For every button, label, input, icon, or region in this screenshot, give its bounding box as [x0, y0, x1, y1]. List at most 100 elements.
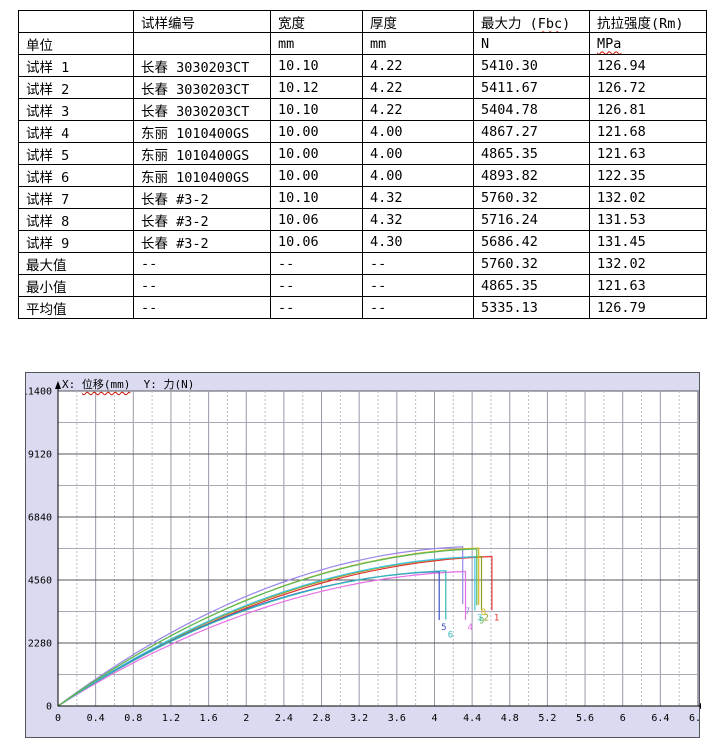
- curve-label-7: 7: [465, 607, 470, 617]
- row-label: 最大值: [18, 252, 134, 275]
- table-row: 试样 8 长春 #3-2 10.06 4.32 5716.24 131.53: [18, 208, 707, 231]
- table-row: 平均值 -- -- -- 5335.13 126.79: [18, 296, 707, 319]
- row-label: 试样 5: [18, 142, 134, 165]
- x-tick-label: 0.8: [124, 713, 142, 724]
- table-cell: 10.06: [270, 230, 363, 253]
- table-row: 试样 2 长春 3030203CT 10.12 4.22 5411.67 126.72: [18, 76, 707, 99]
- x-axis-arrow: [700, 703, 701, 709]
- table-row: 单位 mm mm N MPa: [18, 32, 707, 55]
- x-tick-label: 6.4: [651, 713, 669, 724]
- table-cell: 121.63: [589, 274, 707, 297]
- results-table-head: 试样编号 宽度 厚度 最大力 (Fbc) 抗拉强度(Rm): [18, 10, 707, 33]
- y-tick-label: 4560: [28, 576, 52, 587]
- row-label: 单位: [18, 32, 134, 55]
- curve-label-2: 2: [484, 613, 489, 623]
- curve-label-3: 3: [477, 613, 482, 623]
- table-cell: MPa: [589, 32, 707, 55]
- x-tick-label: 6.8: [689, 713, 701, 724]
- table-cell: --: [133, 274, 271, 297]
- table-cell: --: [270, 296, 363, 319]
- x-tick-label: 4.8: [501, 713, 519, 724]
- curve-label-8: 8: [481, 608, 486, 618]
- column-header-1: 试样编号: [133, 10, 271, 33]
- x-tick-label: 0: [55, 713, 61, 724]
- curve-label-1: 1: [494, 613, 499, 623]
- chart-panel: X: 位移(mm) Y: 力(N) 1 2 3 4 5 6 7 8 9 0 2280 4560 6840…: [25, 372, 701, 738]
- x-tick-label: 1.6: [200, 713, 218, 724]
- table-cell: 4867.27: [473, 120, 590, 143]
- curve-specimen-9: [57, 548, 478, 707]
- table-cell: 10.10: [270, 98, 363, 121]
- table-cell: 长春 #3-2: [133, 208, 271, 231]
- header-row: 试样编号 宽度 厚度 最大力 (Fbc) 抗拉强度(Rm): [18, 10, 707, 33]
- curve-label-6: 6: [448, 630, 453, 640]
- table-cell: 10.06: [270, 208, 363, 231]
- x-tick-label: 2.4: [275, 713, 293, 724]
- table-cell: 东丽 1010400GS: [133, 142, 271, 165]
- x-tick-label: 1.2: [162, 713, 180, 724]
- table-cell: 长春 3030203CT: [133, 98, 271, 121]
- row-label: 平均值: [18, 296, 134, 319]
- x-tick-label: 2.8: [312, 713, 330, 724]
- table-row: 试样 3 长春 3030203CT 10.10 4.22 5404.78 126.81: [18, 98, 707, 121]
- table-cell: 126.79: [589, 296, 707, 319]
- force-displacement-plot: 123456789022804560684091201140000.40.81.…: [26, 381, 701, 724]
- curve-specimen-7: [57, 546, 464, 707]
- table-cell: 东丽 1010400GS: [133, 120, 271, 143]
- table-cell: 4.32: [362, 208, 474, 231]
- table-row: 试样 6 东丽 1010400GS 10.00 4.00 4893.82 122.35: [18, 164, 707, 187]
- table-row: 试样 7 长春 #3-2 10.10 4.32 5760.32 132.02: [18, 186, 707, 209]
- y-tick-label: 11400: [26, 387, 52, 398]
- table-cell: --: [362, 252, 474, 275]
- x-tick-label: 4.4: [463, 713, 481, 724]
- table-cell: 东丽 1010400GS: [133, 164, 271, 187]
- table-cell: --: [362, 296, 474, 319]
- table-cell: 5760.32: [473, 186, 590, 209]
- row-label: 试样 4: [18, 120, 134, 143]
- table-cell: 4.32: [362, 186, 474, 209]
- table-cell: 122.35: [589, 164, 707, 187]
- x-tick-label: 5.2: [538, 713, 556, 724]
- chart-title-prefix: X:: [62, 378, 82, 391]
- table-cell: 4865.35: [473, 274, 590, 297]
- table-cell: 5335.13: [473, 296, 590, 319]
- table-cell: 10.12: [270, 76, 363, 99]
- table-cell: 4865.35: [473, 142, 590, 165]
- table-cell: --: [133, 296, 271, 319]
- table-cell: 132.02: [589, 252, 707, 275]
- y-tick-label: 9120: [28, 450, 52, 461]
- table-cell: --: [270, 274, 363, 297]
- curve-specimen-6: [57, 570, 447, 707]
- x-tick-label: 5.6: [576, 713, 594, 724]
- table-row: 试样 9 长春 #3-2 10.06 4.30 5686.42 131.45: [18, 230, 707, 253]
- table-cell: 10.10: [270, 54, 363, 77]
- x-tick-label: 3.6: [388, 713, 406, 724]
- row-label: 试样 7: [18, 186, 134, 209]
- x-tick-label: 3.2: [350, 713, 368, 724]
- results-table-wrap: 试样编号 宽度 厚度 最大力 (Fbc) 抗拉强度(Rm) 单位 mm mm N MPa 试样 1…: [18, 10, 707, 319]
- table-cell: mm: [270, 32, 363, 55]
- table-cell: 126.72: [589, 76, 707, 99]
- table-cell: 4893.82: [473, 164, 590, 187]
- table-cell: [133, 32, 271, 55]
- chart-title-rest: Y: 力(N): [130, 378, 195, 391]
- table-cell: 5760.32: [473, 252, 590, 275]
- table-row: 试样 4 东丽 1010400GS 10.00 4.00 4867.27 121.68: [18, 120, 707, 143]
- row-label: 试样 3: [18, 98, 134, 121]
- table-cell: 10.10: [270, 186, 363, 209]
- chart-title-x-term: 位移(mm): [81, 378, 131, 391]
- curve-label-5: 5: [441, 623, 446, 633]
- table-cell: --: [270, 252, 363, 275]
- chart-axis-title: X: 位移(mm) Y: 力(N): [62, 376, 194, 392]
- table-cell: 131.53: [589, 208, 707, 231]
- results-table: 试样编号 宽度 厚度 最大力 (Fbc) 抗拉强度(Rm) 单位 mm mm N MPa 试样 1…: [18, 10, 707, 319]
- table-cell: 121.63: [589, 142, 707, 165]
- table-cell: 5411.67: [473, 76, 590, 99]
- table-cell: 10.00: [270, 142, 363, 165]
- x-tick-label: 6: [620, 713, 626, 724]
- y-tick-label: 0: [46, 702, 52, 713]
- table-cell: --: [362, 274, 474, 297]
- table-cell: 4.22: [362, 54, 474, 77]
- results-table-body: 单位 mm mm N MPa 试样 1 长春 3030203CT 10.10 4.22 5410.…: [18, 32, 707, 319]
- y-axis-arrow: [55, 381, 61, 389]
